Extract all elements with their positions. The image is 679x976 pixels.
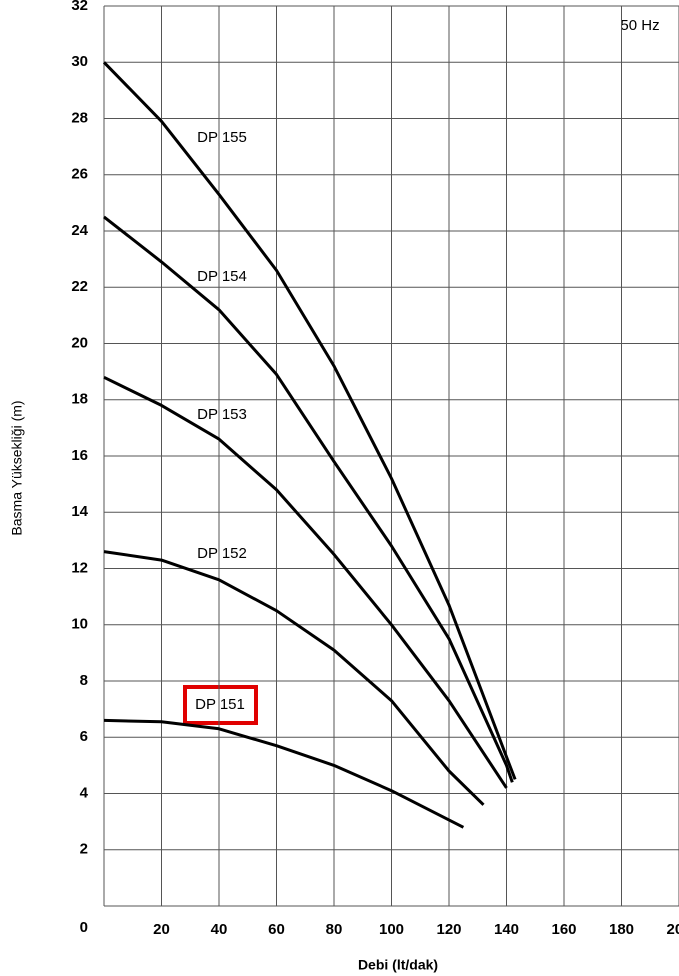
- x-tick-label: 40: [211, 921, 228, 938]
- y-tick-label: 18: [71, 391, 88, 408]
- y-axis-label: Basma Yüksekliği (m): [9, 400, 25, 535]
- series-label: DP 153: [197, 406, 247, 423]
- annotation: 50 Hz: [620, 17, 659, 34]
- series-line: [103, 550, 485, 806]
- y-tick-label: 8: [80, 672, 88, 689]
- x-tick-label: 180: [609, 921, 634, 938]
- y-tick-label: 0: [80, 919, 88, 936]
- y-tick-label: 6: [80, 728, 88, 745]
- y-tick-label: 32: [71, 0, 88, 14]
- y-tick-label: 14: [71, 503, 88, 520]
- y-tick-label: 16: [71, 447, 88, 464]
- x-axis-label: Debi (lt/dak): [358, 957, 438, 973]
- x-tick-label: 60: [268, 921, 285, 938]
- x-tick-label: 200: [666, 921, 679, 938]
- series-label: DP 152: [197, 545, 247, 562]
- series-line: [103, 375, 508, 789]
- y-tick-label: 30: [71, 53, 88, 70]
- y-tick-label: 24: [71, 222, 88, 239]
- series-label: DP 154: [197, 268, 247, 285]
- x-tick-label: 120: [436, 921, 461, 938]
- series-line: [102, 61, 517, 780]
- y-tick-label: 2: [80, 841, 88, 858]
- x-tick-label: 20: [153, 921, 170, 938]
- y-tick-label: 10: [71, 616, 88, 633]
- y-tick-label: 12: [71, 559, 88, 576]
- y-tick-label: 4: [80, 784, 89, 801]
- series-label: DP 155: [197, 129, 247, 146]
- series-label: DP 151: [195, 696, 245, 713]
- y-tick-label: 20: [71, 334, 88, 351]
- y-tick-label: 26: [71, 166, 88, 183]
- y-tick-label: 22: [71, 278, 88, 295]
- x-tick-label: 140: [494, 921, 519, 938]
- highlight-box: [183, 685, 258, 725]
- x-tick-label: 100: [379, 921, 404, 938]
- series-line: [103, 718, 465, 829]
- x-tick-label: 80: [326, 921, 343, 938]
- y-tick-label: 28: [71, 109, 88, 126]
- x-tick-label: 160: [551, 921, 576, 938]
- series-line: [103, 215, 514, 783]
